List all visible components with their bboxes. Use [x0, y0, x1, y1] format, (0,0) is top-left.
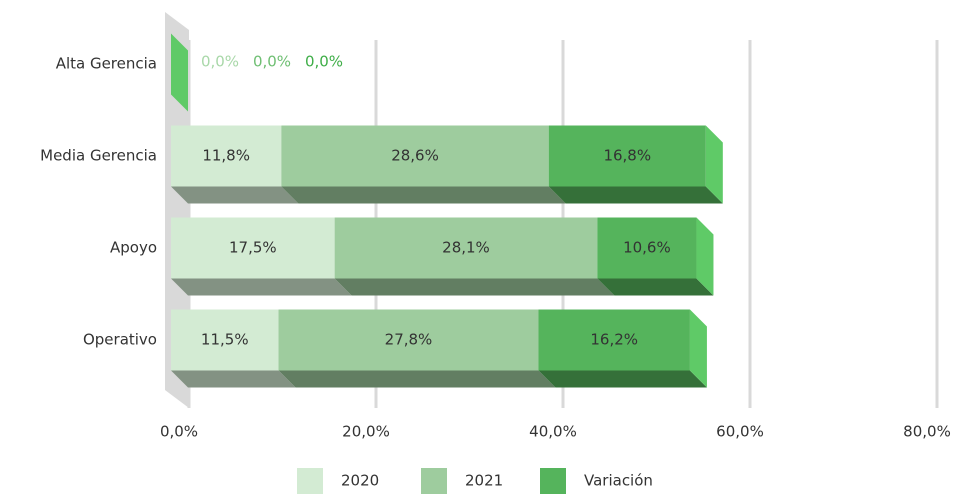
bar-bottom-face — [171, 278, 352, 296]
bar — [538, 309, 690, 371]
bar — [548, 125, 706, 187]
bar-side-face — [171, 33, 188, 112]
y-tick-label: Alta Gerencia — [56, 55, 157, 73]
bar — [597, 217, 697, 279]
x-tick-label: 60,0% — [716, 423, 764, 441]
bar-bottom-face — [281, 186, 566, 204]
data-label: 11,8% — [202, 147, 250, 165]
bar-bottom-face — [538, 370, 707, 388]
data-label: 0,0% — [305, 53, 343, 71]
data-label: 28,6% — [391, 147, 439, 165]
bar — [171, 125, 282, 187]
x-tick-label: 80,0% — [903, 423, 951, 441]
x-tick-label: 20,0% — [342, 423, 390, 441]
bar-side-face — [696, 217, 714, 296]
y-tick-label: Apoyo — [110, 239, 157, 257]
legend-label: Variación — [584, 472, 653, 490]
bar-bottom-face — [548, 186, 723, 204]
data-label: 27,8% — [385, 331, 433, 349]
data-label: 11,5% — [201, 331, 249, 349]
x-tick-label: 40,0% — [529, 423, 577, 441]
legend-label: 2020 — [341, 472, 379, 490]
bar — [171, 217, 335, 279]
data-label: 0,0% — [201, 53, 239, 71]
legend-label: 2021 — [465, 472, 503, 490]
bar-side-face — [689, 309, 707, 388]
data-label: 17,5% — [229, 239, 277, 257]
bar-side-face — [705, 125, 723, 204]
data-label: 16,8% — [603, 147, 651, 165]
data-label: 16,2% — [590, 331, 638, 349]
legend-swatch — [297, 468, 323, 494]
y-tick-label: Operativo — [83, 331, 157, 349]
y-tick-label: Media Gerencia — [40, 147, 157, 165]
legend-swatch — [421, 468, 447, 494]
legend-swatch — [540, 468, 566, 494]
data-label: 28,1% — [442, 239, 490, 257]
bar — [278, 309, 539, 371]
bar — [171, 309, 279, 371]
bar-bottom-face — [278, 370, 556, 388]
bar — [334, 217, 598, 279]
bar — [281, 125, 549, 187]
bar-bottom-face — [171, 186, 299, 204]
data-label: 0,0% — [253, 53, 291, 71]
bar-bottom-face — [597, 278, 714, 296]
bar-bottom-face — [334, 278, 615, 296]
x-tick-label: 0,0% — [160, 423, 198, 441]
axis-wall — [165, 12, 189, 408]
data-label: 10,6% — [623, 239, 671, 257]
bar-bottom-face — [171, 370, 296, 388]
